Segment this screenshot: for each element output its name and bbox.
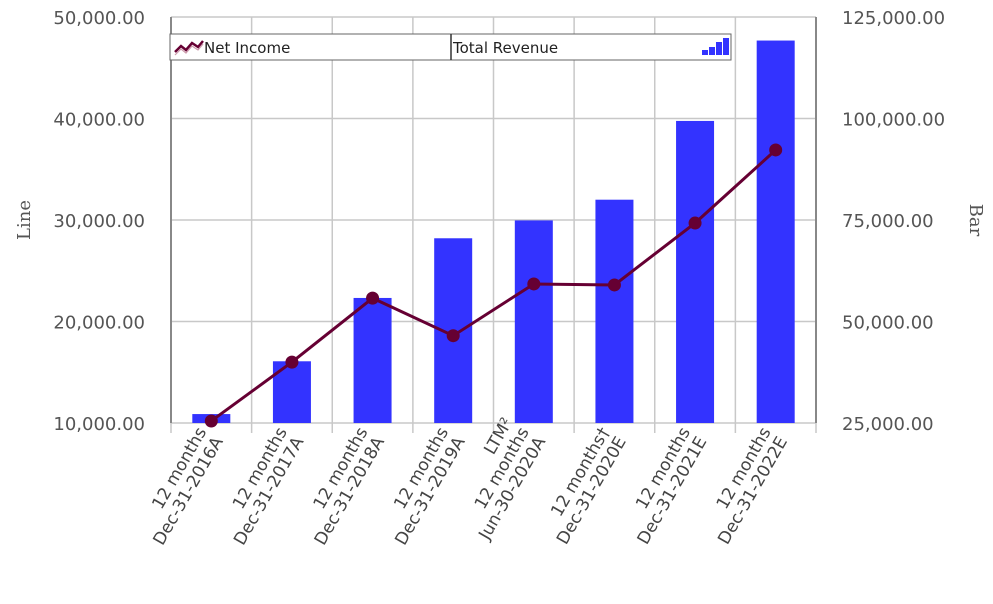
bar-series-icon-bar — [709, 47, 715, 55]
point-net-income — [204, 414, 218, 428]
point-net-income — [607, 278, 621, 292]
right-tick-label: 25,000.00 — [842, 414, 934, 435]
bar-total-revenue — [514, 220, 553, 423]
point-net-income — [285, 355, 299, 369]
point-net-income — [688, 216, 702, 230]
point-net-income — [366, 291, 380, 305]
bar-series-icon — [702, 38, 729, 55]
bar-total-revenue — [676, 120, 715, 423]
line-series-icon-stroke — [174, 40, 204, 53]
point-net-income — [446, 329, 460, 343]
bar-series-icon-bar — [716, 42, 722, 55]
legend-label-total-revenue: Total Revenue — [452, 39, 558, 57]
legend: Net Income Total Revenue — [169, 33, 732, 61]
left-tick-label: 20,000.00 — [53, 313, 145, 334]
left-tick-label: 10,000.00 — [53, 414, 145, 435]
grid — [170, 16, 817, 433]
left-tick-label: 50,000.00 — [53, 8, 145, 29]
left-tick-label: 30,000.00 — [53, 211, 145, 232]
right-tick-label: 75,000.00 — [842, 211, 934, 232]
line-series-icon-shadow — [174, 43, 204, 56]
line-series-net-income — [204, 143, 783, 428]
bar-total-revenue — [353, 297, 392, 423]
bar-total-revenue — [595, 199, 634, 423]
point-net-income — [527, 277, 541, 291]
left-axis-title: Line — [14, 200, 35, 240]
right-axis-title: Bar — [965, 204, 986, 237]
bar-series-icon-bar — [723, 38, 729, 55]
bar-total-revenue — [756, 40, 795, 423]
line-series-icon — [174, 40, 204, 56]
right-tick-label: 125,000.00 — [842, 8, 945, 29]
bar-series-icon-bar — [702, 50, 708, 55]
right-tick-label: 100,000.00 — [842, 110, 945, 131]
right-tick-label: 50,000.00 — [842, 313, 934, 334]
left-tick-label: 40,000.00 — [53, 110, 145, 131]
line-net-income — [210, 148, 777, 423]
legend-label-net-income: Net Income — [204, 39, 290, 57]
point-net-income — [769, 143, 783, 157]
x-tick-label: 12 months†Dec-31-2020E — [547, 424, 631, 549]
